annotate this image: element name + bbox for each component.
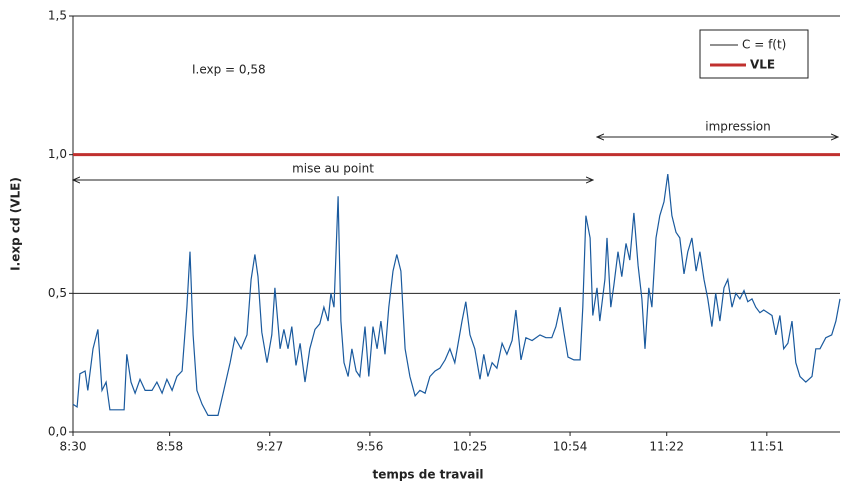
legend-label: VLE (750, 58, 775, 72)
y-tick-label: 1,0 (48, 147, 67, 161)
y-tick-label: 0,0 (48, 425, 67, 439)
y-tick-label: 0,5 (48, 286, 67, 300)
annotation: impression (705, 120, 770, 134)
x-tick-label: 9:27 (256, 440, 283, 454)
x-tick-label: 8:58 (156, 440, 183, 454)
x-tick-label: 10:54 (553, 440, 588, 454)
x-tick-label: 11:22 (649, 440, 684, 454)
x-tick-label: 11:51 (750, 440, 785, 454)
x-tick-label: 10:25 (453, 440, 488, 454)
annotation: mise au point (292, 162, 374, 176)
annotation: I.exp = 0,58 (192, 63, 266, 77)
y-tick-label: 1,5 (48, 9, 67, 23)
x-tick-label: 8:30 (60, 440, 87, 454)
x-axis-label: temps de travail (372, 468, 483, 482)
legend-label: C = f(t) (742, 38, 786, 52)
x-tick-label: 9:56 (356, 440, 383, 454)
y-axis-label: I.exp cd (VLE) (9, 177, 23, 271)
data-line (72, 174, 841, 416)
legend-box (699, 29, 809, 79)
